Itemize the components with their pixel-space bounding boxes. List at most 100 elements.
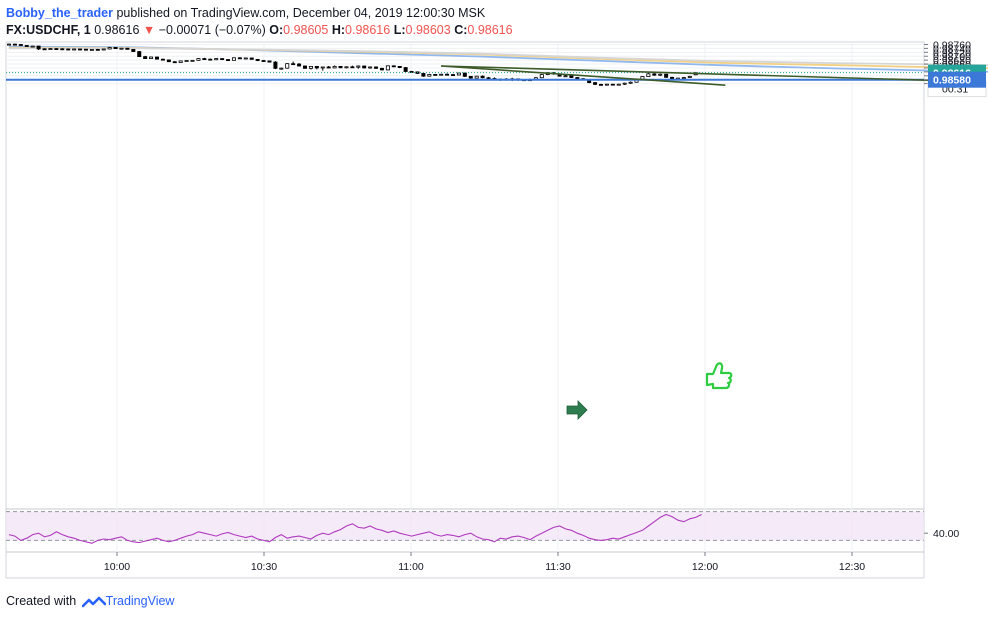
- candle: [60, 48, 65, 51]
- candle: [646, 73, 651, 77]
- candle-body-down: [599, 83, 604, 86]
- price-tick-label: 0.98740: [933, 43, 971, 55]
- candle: [184, 60, 189, 62]
- open-value: 0.98605: [283, 23, 329, 37]
- candle-body-down: [362, 65, 367, 69]
- candle: [622, 82, 627, 85]
- candle-body-down: [433, 74, 438, 76]
- candle-body-down: [338, 65, 343, 69]
- candle: [593, 82, 598, 85]
- candle-body-down: [350, 66, 355, 69]
- price-tick-label: 0.98720: [933, 47, 971, 59]
- chart-header: Bobby_the_trader published on TradingVie…: [6, 5, 981, 39]
- rsi-band: [6, 511, 924, 541]
- candle-body-up: [439, 73, 444, 76]
- tradingview-link[interactable]: TradingView: [105, 594, 175, 608]
- candle-body-down: [267, 60, 272, 63]
- candle-body-up: [385, 65, 390, 71]
- candle-body-down: [226, 59, 231, 61]
- candle: [480, 75, 485, 79]
- candle: [237, 57, 242, 60]
- candle-body-down: [24, 45, 29, 47]
- candle: [30, 45, 35, 48]
- candle: [291, 61, 296, 66]
- candle: [226, 58, 231, 62]
- candle-body-down: [78, 48, 83, 51]
- time-tick-label: 12:00: [692, 561, 718, 573]
- price-tick-label: 0.98760: [933, 40, 971, 52]
- candle-body-up: [119, 47, 124, 50]
- rsi-tick-label: 40.00: [933, 528, 959, 540]
- candle: [391, 65, 396, 68]
- axes: 0.987600.987400.987200.987000.986800.986…: [104, 40, 987, 573]
- candle-body-down: [237, 57, 242, 60]
- candle-body-up: [687, 75, 692, 78]
- candle-body-down: [575, 77, 580, 80]
- candle: [302, 65, 307, 69]
- candle: [166, 59, 171, 63]
- candle-body-down: [36, 45, 41, 50]
- candle: [7, 43, 12, 46]
- footer: Created with TradingView: [6, 592, 174, 610]
- candle-body-down: [652, 73, 657, 76]
- candle-body-down: [208, 58, 213, 61]
- time-tick-label: 11:30: [545, 561, 571, 573]
- candle-body-up: [231, 57, 236, 61]
- price-tick-label: 0.98700: [933, 51, 971, 63]
- candle-body-down: [302, 65, 307, 69]
- candle-body-down: [468, 75, 473, 79]
- price-tick-label: 0.98680: [933, 55, 971, 67]
- candle-body-up: [622, 82, 627, 85]
- moving-averages: [8, 45, 988, 73]
- candle: [385, 65, 390, 71]
- candle: [273, 61, 278, 70]
- candle-body-up: [184, 60, 189, 62]
- trendline: [441, 65, 726, 86]
- candle-body-up: [474, 75, 479, 79]
- candle-body-down: [480, 75, 485, 79]
- created-with-label: Created with: [6, 594, 77, 608]
- candle: [462, 72, 467, 77]
- candle: [125, 47, 130, 50]
- candle-body-down: [160, 58, 165, 61]
- candle: [113, 47, 118, 50]
- candle-body-up: [681, 77, 686, 79]
- candle-body-up: [7, 43, 12, 46]
- candle: [220, 58, 225, 61]
- candle-body-up: [30, 45, 35, 48]
- candle-body-up: [604, 83, 609, 86]
- candle: [332, 65, 337, 69]
- candle-body-up: [243, 57, 248, 60]
- candle: [48, 48, 53, 51]
- candle-body-down: [397, 65, 402, 68]
- candle: [474, 75, 479, 79]
- candle: [356, 65, 361, 69]
- candle-body-down: [12, 43, 17, 46]
- annotation-icons: [566, 362, 733, 420]
- candle: [285, 63, 290, 69]
- candle: [119, 47, 124, 50]
- candle: [628, 81, 633, 84]
- symbol-label: FX:USDCHF, 1: [6, 23, 91, 37]
- candle: [616, 83, 621, 86]
- candle-body-down: [314, 65, 319, 69]
- candle-body-up: [48, 48, 53, 51]
- candle: [320, 66, 325, 71]
- candle: [208, 58, 213, 61]
- candle-body-down: [66, 48, 71, 51]
- candle-body-up: [563, 75, 568, 78]
- author-link[interactable]: Bobby_the_trader: [6, 6, 113, 20]
- candle-body-down: [172, 61, 177, 64]
- publish-info: published on TradingView.com, December 0…: [112, 6, 486, 20]
- candle: [379, 67, 384, 71]
- candle: [12, 43, 17, 46]
- candle-body-up: [320, 66, 325, 69]
- candle: [308, 65, 313, 70]
- candle-body-up: [72, 48, 77, 51]
- low-value: 0.98603: [405, 23, 451, 37]
- candle: [338, 65, 343, 69]
- candle-body-down: [462, 72, 467, 77]
- candle-body-down: [273, 61, 278, 69]
- candle: [421, 73, 426, 77]
